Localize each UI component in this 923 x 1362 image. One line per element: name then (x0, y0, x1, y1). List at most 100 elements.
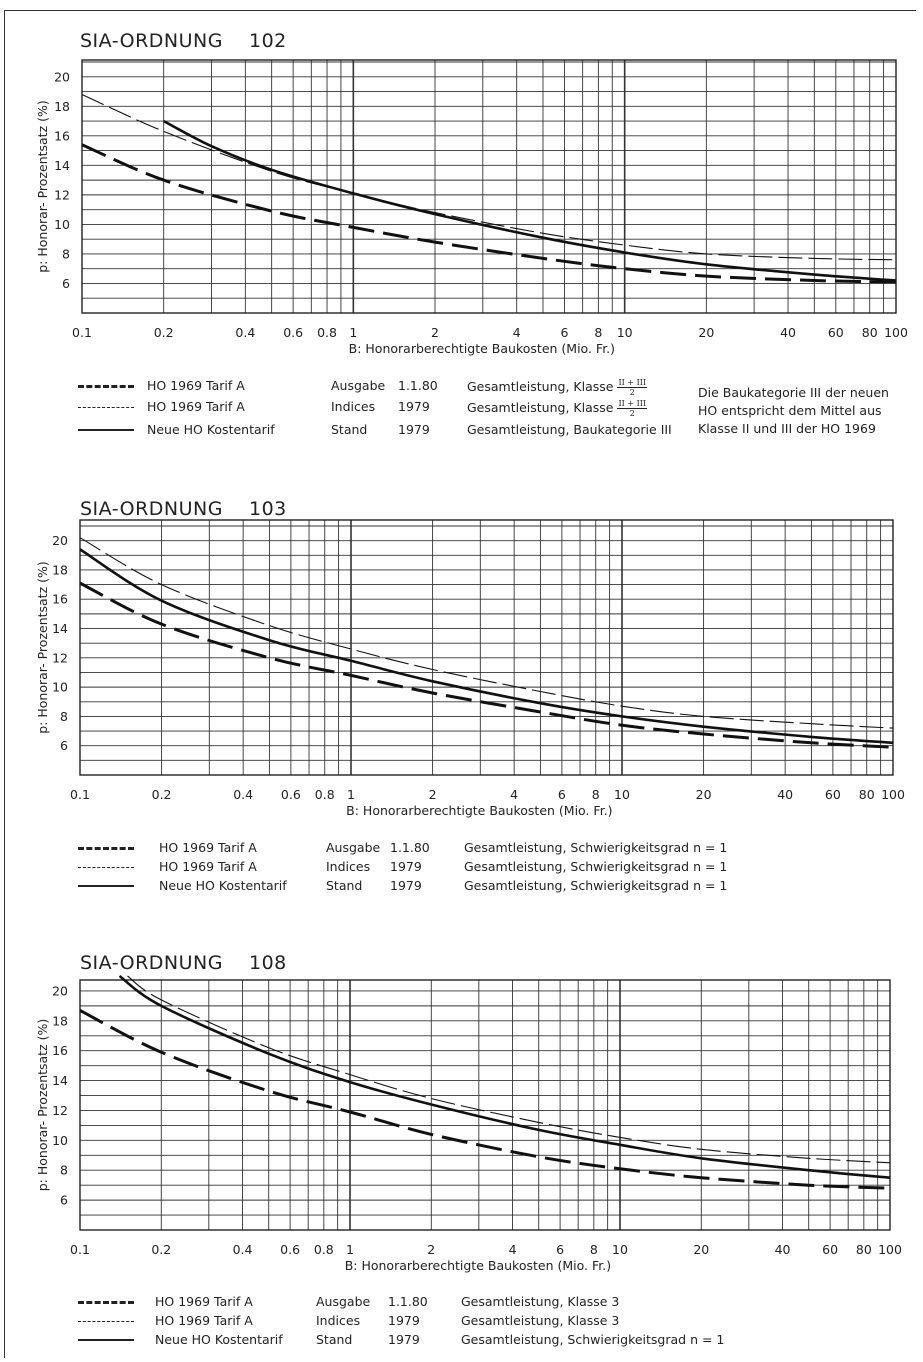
x-tick-label: 6 (558, 787, 566, 802)
x-tick-label: 10 (612, 1242, 628, 1257)
x-tick-label: 0.4 (235, 325, 255, 340)
legend-year: 1979 (398, 422, 430, 437)
x-tick-label: 4 (513, 325, 521, 340)
series-line-dash-thin (81, 93, 897, 261)
x-axis-label: B: Honorarberechtigte Baukosten (Mio. Fr… (346, 803, 612, 818)
legend-scope: Gesamtleistung, Klasse II + III 2 (467, 399, 648, 418)
legend-year: 1.1.80 (398, 378, 438, 393)
panel-title-number: 102 (248, 30, 287, 52)
legend-solid-line (78, 885, 134, 887)
y-tick-label: 6 (60, 1193, 68, 1208)
legend-tarif: HO 1969 Tarif A (159, 859, 257, 874)
legend-kind: Indices (316, 1313, 361, 1328)
legend-dash-thin-line (78, 407, 134, 408)
x-tick-label: 0.1 (70, 1242, 90, 1257)
panel-title: SIA-ORDNUNG 103 (80, 498, 287, 520)
y-axis-label: p: Honorar- Prozentsatz (%) (35, 100, 50, 273)
x-tick-label: 100 (881, 787, 905, 802)
y-tick-label: 10 (52, 1133, 68, 1148)
series-line-dash-thin (79, 537, 894, 729)
x-tick-label: 0.4 (233, 1242, 253, 1257)
y-tick-label: 10 (54, 217, 70, 232)
legend-solid-line (78, 1339, 134, 1341)
legend-dash-thick-line (78, 1301, 134, 1304)
legend-year: 1979 (388, 1313, 420, 1328)
legend-dash-thin-line (78, 1321, 134, 1322)
x-tick-label: 0.4 (233, 787, 253, 802)
legend-tarif: HO 1969 Tarif A (155, 1313, 253, 1328)
series-line-dash-thick (79, 1009, 891, 1190)
plot-frame (81, 59, 897, 314)
legend-solid-line (78, 429, 134, 431)
x-tick-label: 0.6 (280, 1242, 300, 1257)
legend-tarif: HO 1969 Tarif A (155, 1294, 253, 1309)
panel-title-text: SIA-ORDNUNG (80, 952, 223, 974)
x-tick-label: 0.8 (317, 325, 337, 340)
x-tick-label: 4 (509, 1242, 517, 1257)
legend-fraction: II + III 2 (617, 378, 648, 397)
x-tick-label: 40 (780, 325, 796, 340)
x-tick-label: 0.6 (281, 787, 301, 802)
x-tick-label: 0.8 (315, 787, 335, 802)
y-tick-label: 14 (52, 621, 68, 636)
legend-tarif: HO 1969 Tarif A (159, 840, 257, 855)
y-tick-label: 6 (62, 276, 70, 291)
legend-tarif: HO 1969 Tarif A (147, 378, 245, 393)
x-tick-label: 4 (510, 787, 518, 802)
y-tick-label: 14 (54, 158, 70, 173)
y-tick-label: 16 (52, 1043, 68, 1058)
x-tick-label: 60 (825, 787, 841, 802)
y-tick-label: 8 (60, 709, 68, 724)
x-tick-label: 10 (617, 325, 633, 340)
panel-title-number: 103 (248, 498, 287, 520)
y-axis-label: p: Honorar- Prozentsatz (%) (35, 1019, 50, 1192)
plot-frame (79, 519, 894, 776)
legend-tarif: Neue HO Kostentarif (155, 1332, 283, 1347)
grid-horizontal (82, 61, 896, 299)
series-line-dash-thick (79, 581, 894, 749)
x-tick-label: 6 (556, 1242, 564, 1257)
x-tick-label: 1 (347, 787, 355, 802)
legend-year: 1979 (390, 878, 422, 893)
legend-year: 1979 (398, 399, 430, 414)
series-line-solid (118, 974, 891, 1179)
panel-title: SIA-ORDNUNG 102 (80, 30, 287, 52)
panel-title-number: 108 (248, 952, 287, 974)
x-tick-label: 6 (560, 325, 568, 340)
x-tick-label: 0.1 (72, 325, 92, 340)
y-tick-label: 14 (52, 1073, 68, 1088)
y-tick-label: 8 (62, 246, 70, 261)
x-tick-label: 0.6 (283, 325, 303, 340)
legend-tarif: Neue HO Kostentarif (147, 422, 275, 437)
grid-horizontal (80, 990, 890, 1216)
legend-tarif: HO 1969 Tarif A (147, 399, 245, 414)
legend-kind: Indices (331, 399, 376, 414)
legend-kind: Stand (331, 422, 368, 437)
x-tick-label: 0.1 (70, 787, 90, 802)
legend-scope: Gesamtleistung, Klasse 3 (461, 1313, 620, 1328)
x-tick-label: 0.2 (152, 787, 172, 802)
x-tick-label: 80 (856, 1242, 872, 1257)
legend-dash-thick-line (78, 385, 134, 388)
legend-year: 1979 (388, 1332, 420, 1347)
y-axis-label: p: Honorar- Prozentsatz (%) (35, 561, 50, 734)
x-tick-label: 8 (592, 787, 600, 802)
legend-scope: Gesamtleistung, Schwierigkeitsgrad n = 1 (464, 878, 728, 893)
x-tick-label: 0.2 (151, 1242, 171, 1257)
y-tick-label: 20 (54, 69, 70, 84)
y-tick-label: 12 (52, 1103, 68, 1118)
legend-kind: Stand (326, 878, 363, 893)
x-tick-label: 60 (822, 1242, 838, 1257)
note-line: HO entspricht dem Mittel aus (698, 403, 882, 418)
x-tick-label: 40 (777, 787, 793, 802)
legend-dash-thin-line (78, 867, 134, 868)
x-tick-label: 100 (884, 325, 908, 340)
y-tick-label: 12 (54, 187, 70, 202)
legend-fraction: II + III 2 (617, 399, 648, 418)
legend-kind: Indices (326, 859, 371, 874)
legend-scope: Gesamtleistung, Baukategorie III (467, 422, 672, 437)
